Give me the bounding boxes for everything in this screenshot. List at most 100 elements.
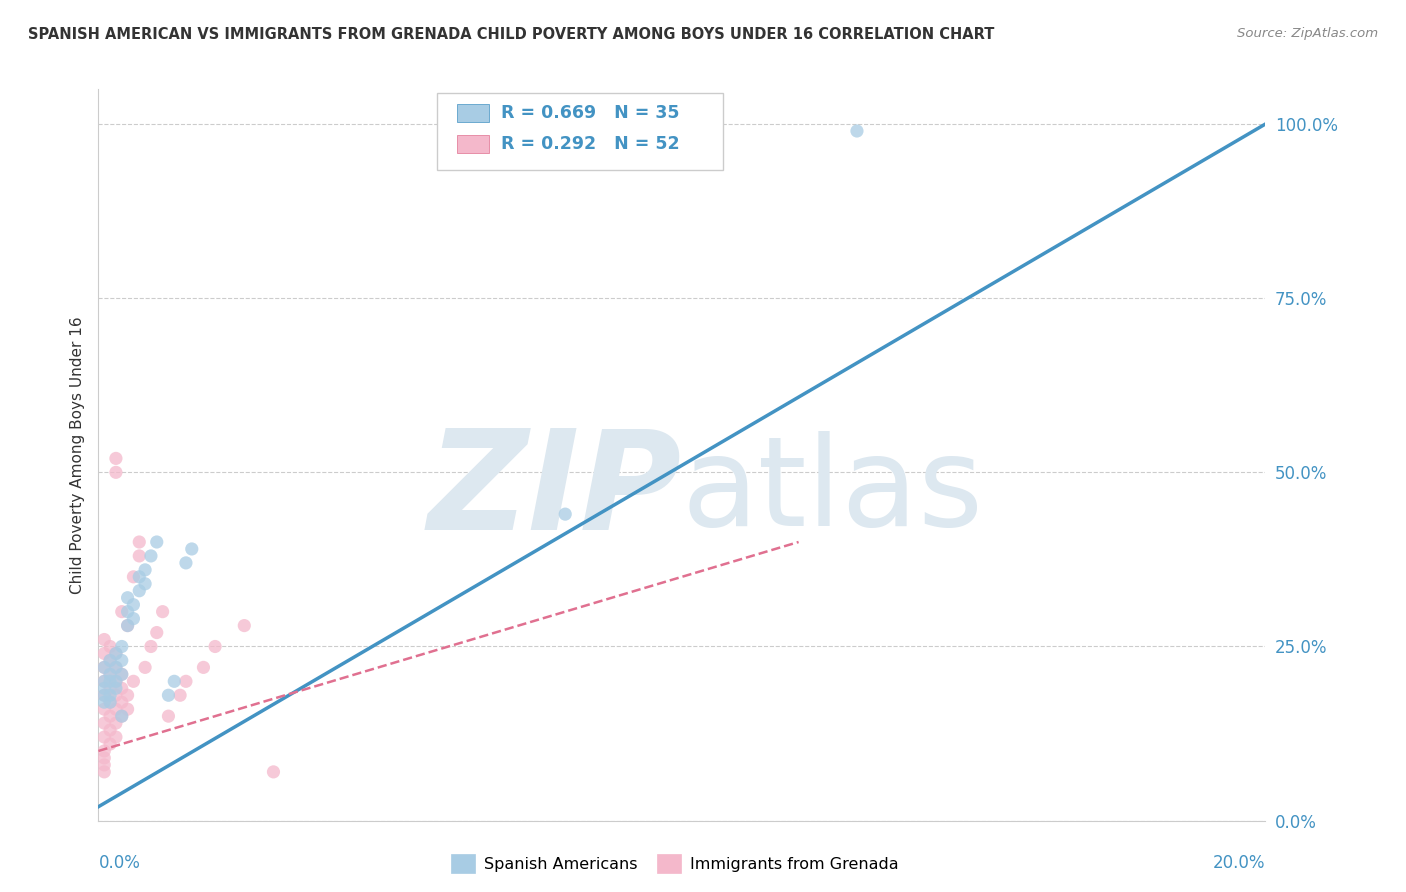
Point [104, 681, 127, 696]
Point [152, 605, 174, 619]
Point [98, 640, 121, 654]
Point [111, 653, 134, 667]
Point [93, 660, 115, 674]
Point [93, 660, 115, 674]
FancyBboxPatch shape [457, 135, 489, 153]
Text: R = 0.292   N = 52: R = 0.292 N = 52 [501, 135, 679, 153]
Text: ZIP: ZIP [427, 424, 682, 559]
Point [111, 605, 134, 619]
Point [93, 702, 115, 716]
Point [111, 709, 134, 723]
Point [104, 451, 127, 466]
Point [93, 674, 115, 689]
Point [134, 660, 156, 674]
Point [117, 618, 139, 632]
Point [98, 667, 121, 681]
Point [111, 709, 134, 723]
Point [554, 507, 576, 521]
Point [193, 660, 215, 674]
Point [104, 466, 127, 480]
Point [139, 549, 162, 563]
Point [98, 667, 121, 681]
Point [93, 764, 115, 779]
Point [139, 640, 162, 654]
Point [233, 618, 256, 632]
Point [104, 660, 127, 674]
Point [98, 681, 121, 696]
Point [93, 681, 115, 696]
Point [128, 583, 150, 598]
Point [93, 688, 115, 702]
Point [104, 674, 127, 689]
Point [117, 702, 139, 716]
Point [104, 660, 127, 674]
Point [157, 688, 180, 702]
Point [128, 535, 150, 549]
Text: atlas: atlas [682, 431, 984, 552]
Point [111, 667, 134, 681]
Y-axis label: Child Poverty Among Boys Under 16: Child Poverty Among Boys Under 16 [69, 316, 84, 594]
Point [134, 563, 156, 577]
Point [117, 618, 139, 632]
Point [111, 681, 134, 696]
Point [93, 688, 115, 702]
Point [169, 688, 191, 702]
Point [104, 730, 127, 744]
Point [98, 688, 121, 702]
FancyBboxPatch shape [437, 93, 723, 169]
Text: 0.0%: 0.0% [98, 854, 141, 871]
Point [98, 695, 121, 709]
Point [146, 625, 169, 640]
Point [104, 688, 127, 702]
Point [93, 647, 115, 661]
Text: Source: ZipAtlas.com: Source: ZipAtlas.com [1237, 27, 1378, 40]
Point [98, 695, 121, 709]
Point [134, 576, 156, 591]
Point [117, 591, 139, 605]
Point [204, 640, 226, 654]
Legend: Spanish Americans, Immigrants from Grenada: Spanish Americans, Immigrants from Grena… [444, 847, 905, 880]
Point [163, 674, 186, 689]
Point [146, 535, 169, 549]
Point [104, 674, 127, 689]
Point [93, 674, 115, 689]
Point [111, 640, 134, 654]
Point [98, 653, 121, 667]
Text: 20.0%: 20.0% [1213, 854, 1265, 871]
Point [93, 695, 115, 709]
Point [104, 716, 127, 731]
Point [93, 730, 115, 744]
Point [111, 667, 134, 681]
Point [262, 764, 284, 779]
Point [93, 751, 115, 765]
Point [157, 709, 180, 723]
Point [98, 723, 121, 737]
Point [104, 702, 127, 716]
Text: R = 0.669   N = 35: R = 0.669 N = 35 [501, 104, 679, 122]
Point [122, 674, 145, 689]
Point [98, 653, 121, 667]
Point [117, 688, 139, 702]
FancyBboxPatch shape [457, 103, 489, 122]
Point [111, 695, 134, 709]
Text: SPANISH AMERICAN VS IMMIGRANTS FROM GRENADA CHILD POVERTY AMONG BOYS UNDER 16 CO: SPANISH AMERICAN VS IMMIGRANTS FROM GREN… [28, 27, 994, 42]
Point [104, 647, 127, 661]
Point [98, 737, 121, 751]
Point [174, 556, 197, 570]
Point [128, 570, 150, 584]
Point [98, 709, 121, 723]
Point [104, 647, 127, 661]
Point [180, 541, 202, 556]
Point [93, 744, 115, 758]
Point [845, 124, 868, 138]
Point [93, 632, 115, 647]
Point [122, 598, 145, 612]
Point [122, 612, 145, 626]
Point [128, 549, 150, 563]
Point [122, 570, 145, 584]
Point [174, 674, 197, 689]
Point [93, 716, 115, 731]
Point [93, 758, 115, 772]
Point [117, 605, 139, 619]
Point [98, 674, 121, 689]
